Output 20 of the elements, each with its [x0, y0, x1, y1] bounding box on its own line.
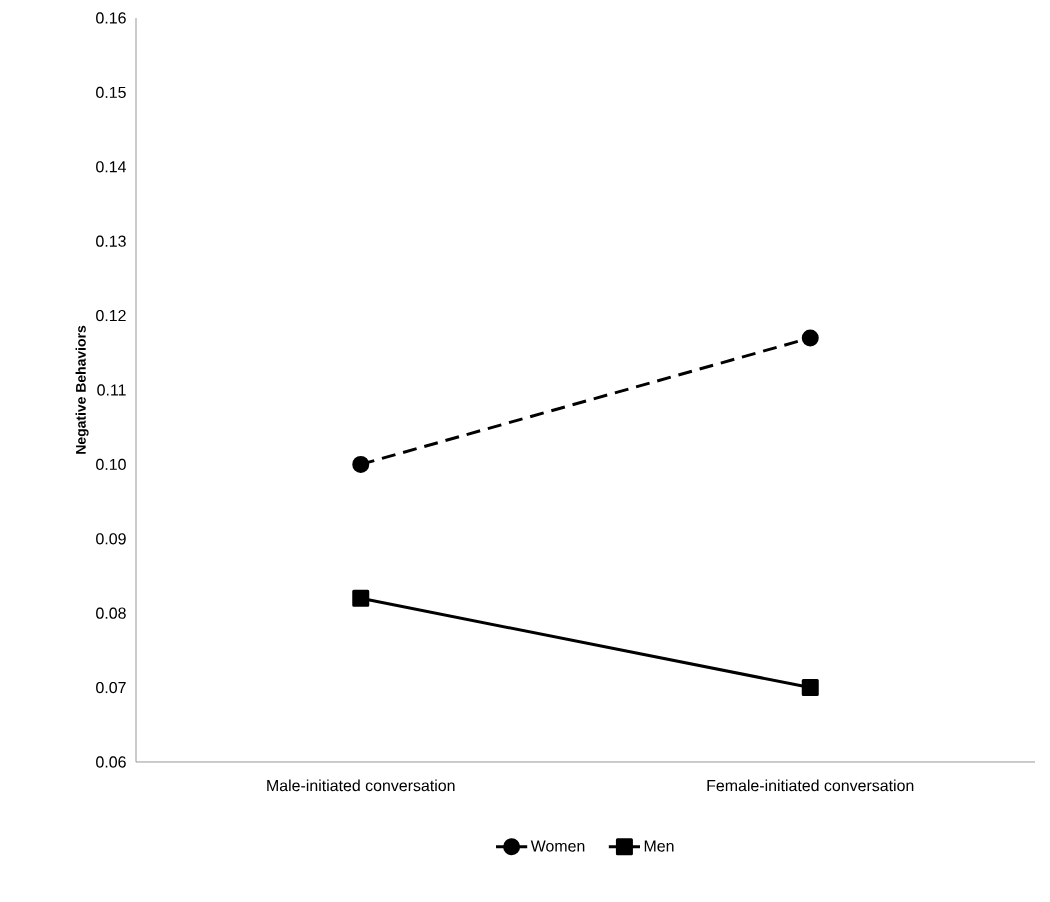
point — [352, 455, 370, 473]
y-tick-label: 0.15 — [96, 86, 126, 99]
y-tick-label: 0.07 — [96, 681, 126, 694]
y-tick-label: 0.08 — [96, 607, 126, 619]
point — [801, 329, 819, 347]
y-tick-label: 0.06 — [96, 756, 126, 768]
legend-label: Men — [644, 840, 674, 852]
y-tick-label: 0.14 — [96, 161, 127, 173]
y-tick-label: 0.09 — [96, 533, 126, 545]
x-tick-label: Female-initiated conversation — [707, 779, 914, 792]
y-tick-label: 0.10 — [96, 458, 126, 471]
x-tick-label: Male-initiated conversation — [267, 779, 455, 792]
y-tick-label: 0.16 — [96, 12, 126, 24]
y-tick-label: 0.12 — [96, 309, 126, 322]
y-axis-title: Negative Behaviors — [75, 325, 89, 454]
point — [352, 589, 370, 607]
y-tick-label: 0.13 — [96, 235, 126, 247]
y-tick-label: 0.11 — [97, 384, 126, 396]
legend-label: Women — [530, 840, 585, 852]
point — [801, 679, 819, 697]
